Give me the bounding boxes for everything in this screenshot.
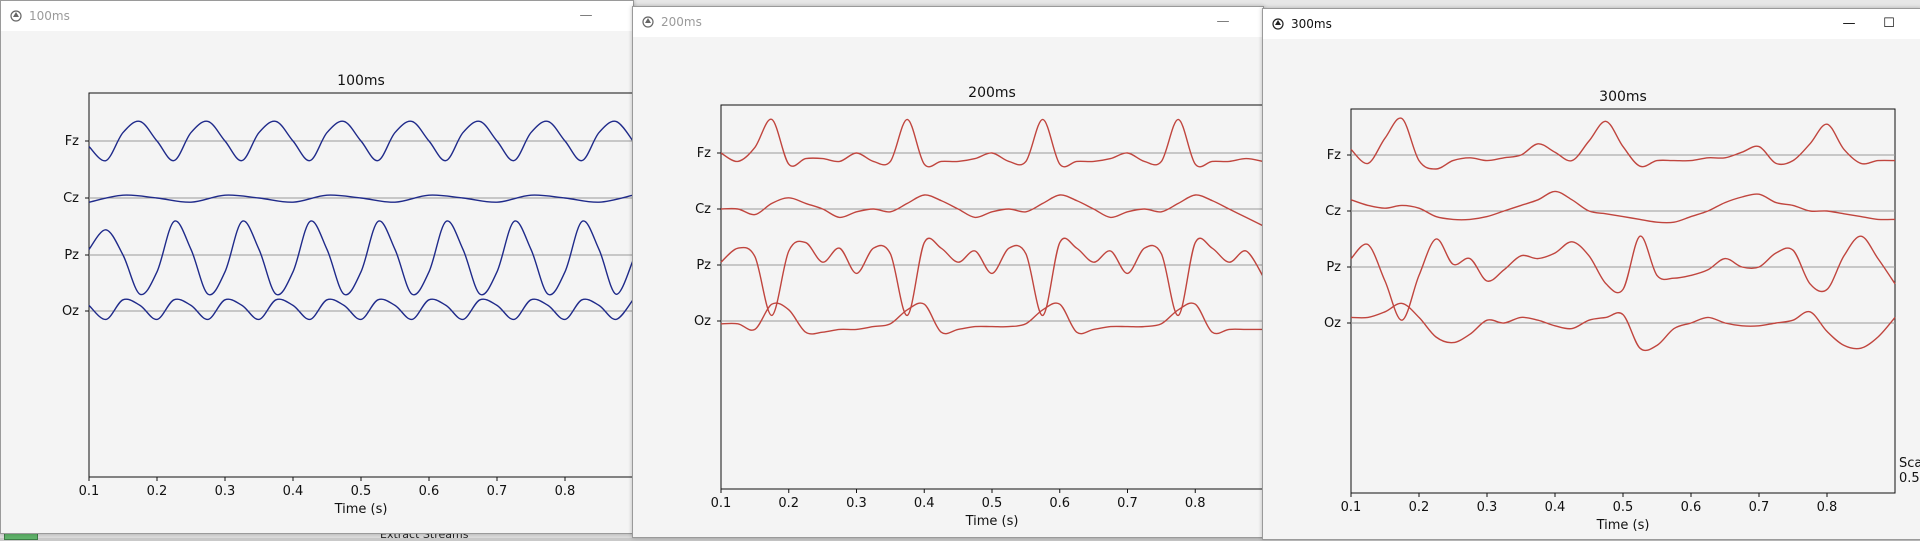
chart-300ms: 300ms Fz Cz Pz Oz 0.1 0.2 0.3 0.4 0.5 0.6 0.7 0.8 Tim… <box>1324 89 1896 533</box>
window-titlebar[interactable]: 300ms — ☐ <box>1263 9 1920 39</box>
x-tick-label: 0.3 <box>215 484 236 499</box>
x-tick-label: 0.4 <box>914 496 935 511</box>
plot-window-200ms[interactable]: 200ms — 200ms Fz Cz Pz Oz 0.1 0.2 0.3 0.4 0.5 0.6 0… <box>632 6 1264 538</box>
x-tick-label: 0.1 <box>1341 500 1362 515</box>
x-tick-label: 0.5 <box>351 484 372 499</box>
channel-label-cz: Cz <box>1325 204 1341 219</box>
series-line-pz <box>88 220 633 296</box>
series-line-oz <box>720 302 1263 335</box>
channel-label-fz: Fz <box>1327 148 1341 163</box>
desktop-top-strip <box>0 0 1920 10</box>
channel-label-oz: Oz <box>62 304 79 319</box>
channel-label-pz: Pz <box>696 258 711 273</box>
x-tick-label: 0.7 <box>487 484 508 499</box>
chart-200ms: 200ms Fz Cz Pz Oz 0.1 0.2 0.3 0.4 0.5 0.6 0.7 0.8 Tim… <box>694 85 1263 529</box>
x-tick-label: 0.8 <box>555 484 576 499</box>
x-tick-label: 0.5 <box>982 496 1003 511</box>
plot-frame <box>720 104 1263 490</box>
scale-value: 0.5 <box>1899 471 1920 486</box>
x-tick-label: 0.7 <box>1749 500 1770 515</box>
x-tick-label: 0.2 <box>1409 500 1430 515</box>
channel-label-oz: Oz <box>1324 316 1341 331</box>
chart-title: 200ms <box>968 85 1016 101</box>
x-tick-label: 0.6 <box>419 484 440 499</box>
x-tick-label: 0.8 <box>1817 500 1838 515</box>
series-line-fz <box>720 118 1263 168</box>
window-titlebar[interactable]: 100ms — <box>1 1 633 31</box>
x-tick-label: 0.1 <box>79 484 100 499</box>
plot-frame <box>1350 108 1896 494</box>
maximize-button[interactable]: ☐ <box>1883 16 1895 31</box>
x-tick-label: 0.4 <box>1545 500 1566 515</box>
app-icon <box>10 10 22 22</box>
x-tick-label: 0.3 <box>1477 500 1498 515</box>
series-line-pz <box>720 237 1263 317</box>
series-line-oz <box>1350 302 1896 352</box>
x-tick-label: 0.5 <box>1613 500 1634 515</box>
x-tick-label: 0.4 <box>283 484 304 499</box>
series-line-fz <box>88 120 633 162</box>
channel-label-fz: Fz <box>65 134 79 149</box>
series-line-fz <box>1350 117 1896 170</box>
channel-label-oz: Oz <box>694 314 711 329</box>
x-tick-label: 0.8 <box>1185 496 1206 511</box>
channel-label-fz: Fz <box>697 146 711 161</box>
series-line-pz <box>1350 235 1896 321</box>
app-icon <box>642 16 654 28</box>
channel-label-pz: Pz <box>64 248 79 263</box>
x-tick-label: 0.6 <box>1681 500 1702 515</box>
series-line-cz <box>1350 190 1896 224</box>
x-axis-label: Time (s) <box>965 514 1019 529</box>
series-line-cz <box>88 194 633 203</box>
x-axis-label: Time (s) <box>1596 518 1650 533</box>
chart-title: 100ms <box>337 73 385 89</box>
minimize-button[interactable]: — <box>1216 14 1230 29</box>
channel-label-cz: Cz <box>63 191 79 206</box>
plot-window-100ms[interactable]: 100ms — 100ms Fz Cz Pz Oz 0.1 0.2 0.3 0.4 0.5 0.6 0… <box>0 0 634 534</box>
scale-label: Sca <box>1899 456 1920 471</box>
channel-label-pz: Pz <box>1326 260 1341 275</box>
minimize-button[interactable]: — <box>1842 16 1856 31</box>
x-tick-label: 0.1 <box>711 496 732 511</box>
series-line-cz <box>720 194 1263 227</box>
x-tick-label: 0.7 <box>1117 496 1138 511</box>
window-titlebar[interactable]: 200ms — <box>633 7 1263 37</box>
series-line-oz <box>88 298 633 321</box>
x-axis-label: Time (s) <box>334 502 388 517</box>
minimize-button[interactable]: — <box>579 8 593 23</box>
x-tick-label: 0.2 <box>147 484 168 499</box>
channel-label-cz: Cz <box>695 202 711 217</box>
window-title: 200ms <box>661 15 702 29</box>
window-title: 100ms <box>29 9 70 23</box>
plot-frame <box>88 92 633 478</box>
x-tick-label: 0.6 <box>1049 496 1070 511</box>
x-tick-label: 0.3 <box>846 496 867 511</box>
x-tick-label: 0.2 <box>778 496 799 511</box>
chart-100ms: 100ms Fz Cz Pz Oz 0.1 0.2 0.3 0.4 0.5 0.6 0.7 0.8 Tim… <box>62 73 633 517</box>
plot-window-300ms[interactable]: 300ms — ☐ 300ms Fz Cz Pz Oz 0.1 0.2 0.3 0.4 0.5 0.… <box>1262 8 1920 540</box>
window-title: 300ms <box>1291 17 1332 31</box>
chart-title: 300ms <box>1599 89 1647 105</box>
app-icon <box>1272 18 1284 30</box>
